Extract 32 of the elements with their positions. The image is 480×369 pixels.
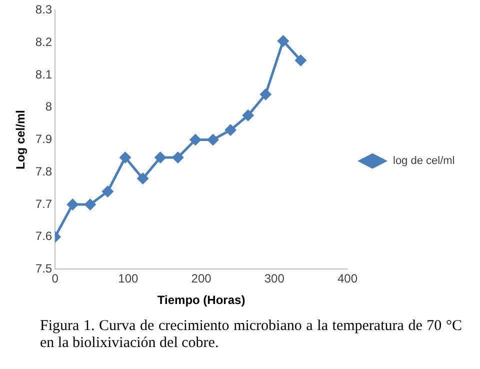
x-tick-label: 300 [264, 272, 285, 286]
x-axis-title: Tiempo (Horas) [157, 293, 246, 308]
y-tick-label: 7.5 [35, 262, 52, 276]
point [277, 34, 290, 47]
text: Figura 1. Curva de crecimiento microbiano a la temperatura de 70 °C en la biolixiviación del cobre. [40, 318, 462, 352]
point [119, 152, 132, 164]
y-tick-label: 7.8 [35, 164, 52, 178]
point [260, 88, 272, 100]
point [84, 198, 96, 210]
x-tick-label: 400 [337, 272, 358, 286]
y-tick-label: 8.2 [35, 34, 52, 49]
y-tick-label: 8.1 [35, 67, 52, 82]
y-tick-label: 7.7 [35, 196, 52, 211]
point [242, 109, 254, 122]
y-tick-label: 7.9 [35, 132, 52, 146]
y-tick-label: 7.6 [35, 229, 52, 244]
y-axis-title: Log cel/ml [14, 110, 28, 170]
point [294, 54, 307, 66]
point [189, 134, 202, 146]
legend-label: log de cel/ml [393, 155, 455, 168]
point [136, 172, 149, 185]
x-tick-label: 200 [191, 272, 212, 286]
point [102, 186, 114, 198]
point [206, 134, 219, 146]
y-tick-label: 8.3 [35, 2, 52, 17]
point [154, 152, 166, 164]
x-tick-label: 0 [52, 272, 59, 286]
point [172, 152, 184, 164]
point [224, 124, 237, 136]
point [66, 198, 79, 210]
x-tick-label: 100 [118, 272, 139, 286]
y-tick-label: 8 [45, 100, 52, 114]
